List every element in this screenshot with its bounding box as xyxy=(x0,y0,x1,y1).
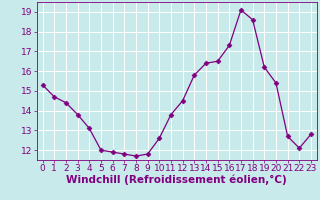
X-axis label: Windchill (Refroidissement éolien,°C): Windchill (Refroidissement éolien,°C) xyxy=(67,175,287,185)
